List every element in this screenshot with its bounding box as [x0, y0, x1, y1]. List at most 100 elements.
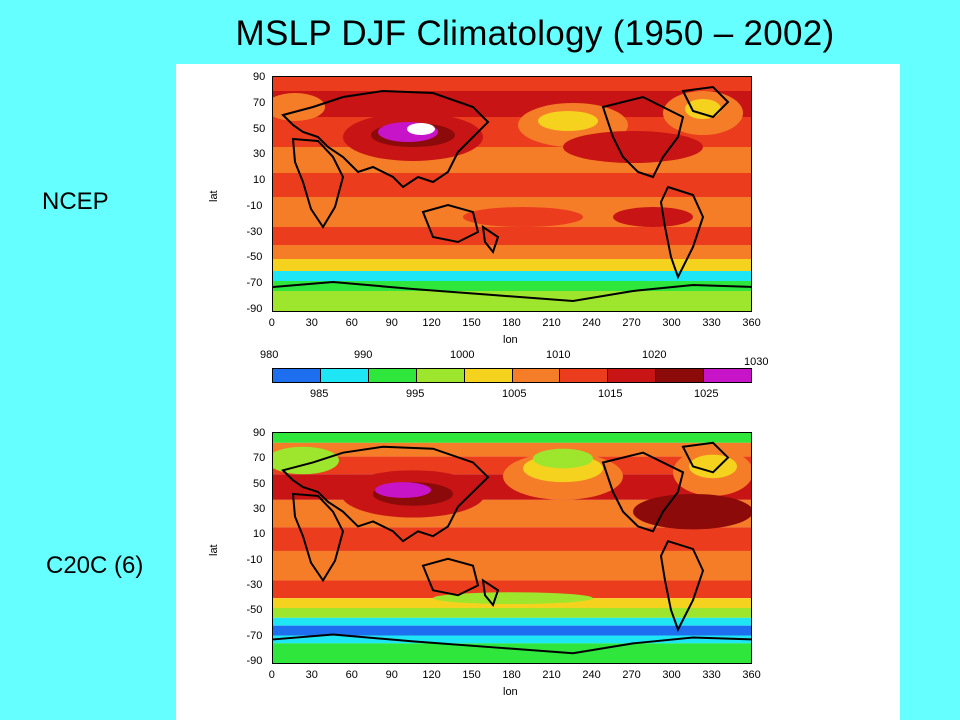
- lat-tick-label: 90: [253, 71, 266, 83]
- coastline: [601, 95, 685, 179]
- lon-tick-label: 30: [305, 317, 318, 329]
- lon-tick-label: 360: [742, 669, 761, 681]
- pressure-cell: [685, 99, 721, 119]
- lon-tick-label: 60: [345, 317, 358, 329]
- lat-tick-label: -70: [246, 629, 263, 642]
- lat-tick-label: -30: [246, 225, 263, 238]
- pressure-band: [273, 617, 751, 626]
- pressure-band: [273, 643, 751, 663]
- pressure-cell: [533, 448, 593, 469]
- lon-tick-label: 330: [702, 317, 721, 329]
- coastline: [281, 89, 490, 189]
- lon-tick-label: 210: [542, 669, 561, 681]
- coastline: [421, 203, 480, 244]
- colorbar-swatch: [320, 369, 369, 382]
- lon-axis-title: lon: [503, 686, 518, 698]
- lat-tick-label: 30: [253, 148, 266, 161]
- lon-axis-title: lon: [503, 334, 518, 346]
- pressure-band: [273, 227, 751, 245]
- pressure-cell: [433, 592, 593, 605]
- coastline: [681, 85, 730, 119]
- colorbar-swatch: [273, 369, 321, 382]
- pressure-cell: [563, 131, 703, 163]
- coastline: [681, 441, 730, 474]
- coastline: [273, 633, 751, 655]
- lon-tick-label: 120: [422, 669, 441, 681]
- lon-tick-label: 300: [662, 669, 681, 681]
- coastline: [291, 492, 345, 583]
- lon-tick-label: 300: [662, 317, 681, 329]
- lon-tick-label: 270: [622, 669, 641, 681]
- lat-tick-label: 50: [253, 477, 266, 490]
- lat-tick-label: -50: [246, 604, 263, 617]
- lon-tick-label: 180: [502, 317, 521, 329]
- pressure-band: [273, 550, 751, 581]
- pressure-cell: [407, 123, 435, 135]
- pressure-band: [273, 271, 751, 281]
- pressure-band: [273, 433, 751, 443]
- colorbar-bottom-label: 985: [310, 388, 329, 400]
- coastline: [273, 280, 751, 303]
- lon-tick-label: 120: [422, 317, 441, 329]
- colorbar-top-label: 1020: [642, 349, 667, 361]
- ncep-label: NCEP: [42, 188, 109, 215]
- lat-tick-label: 10: [253, 174, 266, 187]
- pressure-band: [273, 281, 751, 291]
- colorbar-swatch: [656, 369, 705, 382]
- lat-tick-label: -90: [246, 655, 263, 667]
- coastline: [481, 578, 500, 608]
- coastline: [659, 185, 705, 280]
- pressure-band: [273, 527, 751, 551]
- colorbar-swatch: [512, 369, 561, 382]
- lat-tick-label: -10: [246, 199, 263, 212]
- pressure-cell: [633, 493, 751, 530]
- colorbar-swatch: [464, 369, 513, 382]
- lon-tick-label: 30: [305, 669, 318, 681]
- colorbar-top-label: 1010: [546, 349, 571, 361]
- slide-title: MSLP DJF Climatology (1950 – 2002): [235, 14, 835, 53]
- lat-tick-label: 10: [253, 528, 266, 541]
- colorbar-swatch: [608, 369, 657, 382]
- lon-tick-label: 360: [742, 317, 761, 329]
- pressure-cell: [613, 207, 693, 227]
- colorbar-swatch: [560, 369, 609, 382]
- lat-tick-label: 50: [253, 122, 266, 135]
- coastline: [281, 445, 490, 543]
- colorbar: [272, 368, 752, 383]
- lon-tick-label: 0: [268, 317, 275, 329]
- pressure-band: [273, 580, 751, 599]
- c20c-label: C20C (6): [46, 552, 144, 579]
- colorbar-top-label: 980: [260, 349, 279, 361]
- pressure-band: [273, 77, 751, 91]
- lon-tick-label: 330: [702, 669, 721, 681]
- lon-tick-label: 90: [385, 317, 398, 329]
- coastline: [601, 451, 685, 533]
- coastline: [481, 224, 500, 255]
- lat-tick-label: -70: [246, 277, 263, 290]
- pressure-band: [273, 291, 751, 311]
- lon-tick-label: 270: [622, 317, 641, 329]
- colorbar-bottom-label: 1005: [502, 388, 527, 400]
- lon-tick-label: 180: [502, 669, 521, 681]
- colorbar-swatch: [416, 369, 465, 382]
- lat-tick-label: -10: [246, 553, 263, 566]
- colorbar-swatch: [368, 369, 417, 382]
- colorbar-bottom-label: 1015: [598, 388, 623, 400]
- lat-tick-label: -50: [246, 251, 263, 264]
- pressure-band: [273, 245, 751, 259]
- pressure-band: [273, 259, 751, 271]
- pressure-cell: [273, 446, 339, 475]
- coastline: [291, 137, 345, 229]
- lat-tick-label: 90: [253, 427, 266, 439]
- field-layer: [273, 77, 751, 311]
- lon-tick-label: 90: [385, 669, 398, 681]
- pressure-cell: [375, 482, 431, 498]
- lon-tick-label: 240: [582, 669, 601, 681]
- pressure-band: [273, 173, 751, 197]
- lon-tick-label: 60: [345, 669, 358, 681]
- lat-axis-title: lat: [208, 190, 220, 202]
- colorbar-top-label: 1000: [450, 349, 475, 361]
- c20c-map: [272, 432, 752, 664]
- lon-tick-label: 150: [462, 317, 481, 329]
- lat-tick-label: -30: [246, 579, 263, 591]
